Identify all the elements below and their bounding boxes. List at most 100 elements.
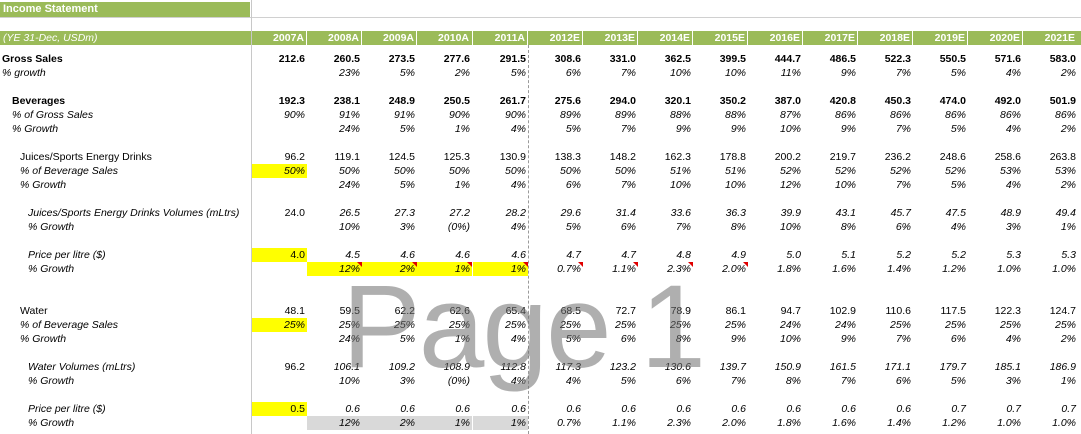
table-cell[interactable]: 31.4: [615, 207, 636, 219]
table-cell[interactable]: 1%: [454, 123, 470, 135]
row-label[interactable]: % of Beverage Sales: [20, 319, 119, 331]
table-cell[interactable]: 27.3: [394, 207, 415, 219]
table-cell[interactable]: 0.6: [511, 403, 526, 415]
table-cell[interactable]: 90%: [448, 109, 470, 121]
year-header[interactable]: 2013E: [604, 32, 635, 44]
table-cell[interactable]: 50%: [393, 165, 415, 177]
table-cell[interactable]: 89%: [614, 109, 636, 121]
table-cell[interactable]: 12%: [307, 416, 362, 430]
table-cell[interactable]: 1%: [1060, 221, 1076, 233]
table-cell[interactable]: 277.6: [443, 53, 470, 65]
table-cell[interactable]: 260.5: [333, 53, 360, 65]
table-cell[interactable]: 11%: [780, 67, 801, 79]
table-cell[interactable]: 3%: [1005, 375, 1021, 387]
table-cell[interactable]: 2%: [1060, 179, 1076, 191]
row-label[interactable]: Water: [20, 305, 48, 317]
table-cell[interactable]: 474.0: [939, 95, 966, 107]
table-cell[interactable]: 25%: [614, 319, 636, 331]
table-cell[interactable]: 192.3: [278, 95, 305, 107]
table-cell[interactable]: 1%: [454, 179, 470, 191]
table-cell[interactable]: 10%: [669, 179, 691, 191]
table-cell[interactable]: 10%: [779, 333, 801, 345]
table-cell[interactable]: 263.8: [1049, 151, 1076, 163]
table-cell[interactable]: 1.2%: [942, 263, 966, 275]
table-cell[interactable]: 25%: [669, 319, 691, 331]
table-cell[interactable]: 583.0: [1049, 53, 1076, 65]
table-cell[interactable]: 4%: [510, 333, 526, 345]
table-cell[interactable]: 6%: [950, 333, 966, 345]
table-cell[interactable]: 1.0%: [997, 263, 1021, 275]
table-cell[interactable]: 273.5: [388, 53, 415, 65]
table-cell[interactable]: 62.6: [449, 305, 470, 317]
table-cell[interactable]: 179.7: [939, 361, 966, 373]
table-cell[interactable]: 50%: [559, 165, 581, 177]
table-cell[interactable]: 47.5: [945, 207, 966, 219]
comment-marker-icon[interactable]: [633, 262, 638, 267]
year-header[interactable]: 2007A: [273, 32, 304, 44]
table-cell[interactable]: 36.3: [725, 207, 746, 219]
table-cell[interactable]: 6%: [620, 333, 636, 345]
year-header[interactable]: 2020E: [989, 32, 1020, 44]
table-cell[interactable]: 5%: [565, 123, 581, 135]
table-cell[interactable]: 2%: [454, 67, 470, 79]
year-header[interactable]: 2009A: [383, 32, 414, 44]
table-cell[interactable]: 102.9: [829, 305, 856, 317]
table-cell[interactable]: 1%: [454, 333, 470, 345]
table-cell[interactable]: 25%: [889, 319, 911, 331]
table-cell[interactable]: 492.0: [994, 95, 1021, 107]
table-cell[interactable]: 6%: [565, 67, 581, 79]
table-cell[interactable]: 2%: [1060, 123, 1076, 135]
table-cell[interactable]: 50%: [504, 165, 526, 177]
table-cell[interactable]: 1.8%: [777, 263, 801, 275]
table-cell[interactable]: 108.9: [443, 361, 470, 373]
table-cell[interactable]: 161.5: [829, 361, 856, 373]
table-cell[interactable]: 294.0: [609, 95, 636, 107]
table-cell[interactable]: 91%: [393, 109, 415, 121]
row-label[interactable]: % Growth: [28, 263, 75, 275]
table-cell[interactable]: 110.6: [885, 305, 912, 317]
table-cell[interactable]: 4.8: [676, 249, 691, 261]
table-cell[interactable]: 0.7%: [557, 417, 581, 429]
year-header[interactable]: 2010A: [438, 32, 469, 44]
table-cell[interactable]: 25%: [1054, 319, 1076, 331]
table-cell[interactable]: 24%: [779, 319, 801, 331]
table-cell[interactable]: 25%: [448, 319, 470, 331]
table-cell[interactable]: 7%: [620, 179, 636, 191]
table-cell[interactable]: 2%: [1060, 333, 1076, 345]
table-cell[interactable]: 23%: [338, 67, 360, 79]
table-cell[interactable]: 26.5: [339, 207, 360, 219]
comment-marker-icon[interactable]: [578, 262, 583, 267]
table-cell[interactable]: 7%: [840, 375, 856, 387]
table-cell[interactable]: 1%: [417, 416, 472, 430]
table-cell[interactable]: 0.6: [400, 403, 415, 415]
table-cell[interactable]: 48.9: [1000, 207, 1021, 219]
table-cell[interactable]: 90%: [504, 109, 526, 121]
table-cell[interactable]: 91%: [338, 109, 360, 121]
table-cell[interactable]: 0.6: [455, 403, 470, 415]
table-cell[interactable]: 24%: [338, 123, 360, 135]
table-cell[interactable]: 86%: [889, 109, 911, 121]
table-cell[interactable]: [252, 178, 307, 192]
table-cell[interactable]: 50%: [338, 165, 360, 177]
table-cell[interactable]: 320.1: [664, 95, 691, 107]
table-cell[interactable]: 2%: [1060, 67, 1076, 79]
table-cell[interactable]: 10%: [779, 221, 801, 233]
table-cell[interactable]: 150.9: [774, 361, 801, 373]
table-cell[interactable]: 5.0: [786, 249, 801, 261]
table-cell[interactable]: 89%: [559, 109, 581, 121]
table-cell[interactable]: 1.4%: [887, 417, 911, 429]
row-label[interactable]: Price per litre ($): [28, 403, 106, 415]
table-cell[interactable]: 4.6: [455, 249, 470, 261]
table-cell[interactable]: 90%: [283, 109, 305, 121]
table-cell[interactable]: 522.3: [884, 53, 911, 65]
year-header[interactable]: 2008A: [328, 32, 359, 44]
table-cell[interactable]: 72.7: [615, 305, 636, 317]
table-cell[interactable]: 9%: [840, 67, 856, 79]
table-cell[interactable]: 178.8: [719, 151, 746, 163]
row-label[interactable]: Price per litre ($): [28, 249, 106, 261]
year-header[interactable]: 2015E: [714, 32, 745, 44]
table-cell[interactable]: 28.2: [505, 207, 526, 219]
table-cell[interactable]: 49.4: [1055, 207, 1076, 219]
year-header[interactable]: 2018E: [879, 32, 910, 44]
table-cell[interactable]: 4.0: [252, 248, 307, 262]
